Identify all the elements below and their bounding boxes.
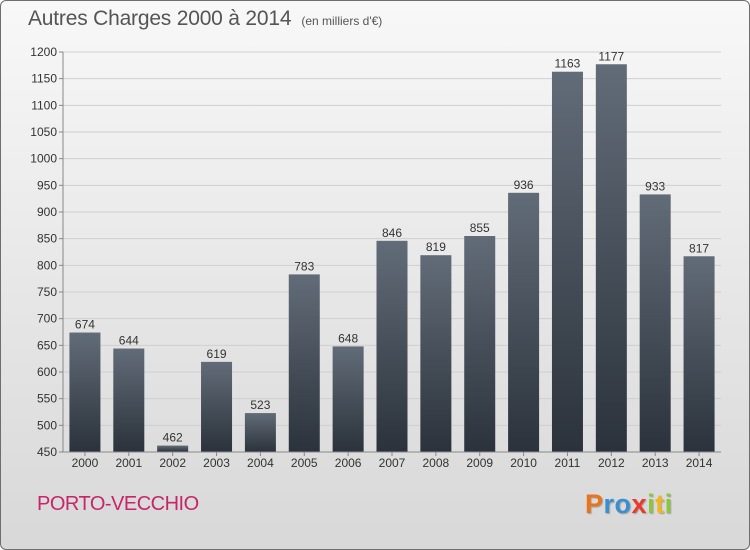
bar-value-label: 936 xyxy=(514,178,534,192)
y-tick-label: 1150 xyxy=(31,72,57,86)
x-tick-label: 2007 xyxy=(379,456,406,470)
x-tick-label: 2002 xyxy=(159,456,186,470)
bar-value-label: 783 xyxy=(294,259,314,273)
bar-value-label: 674 xyxy=(75,318,95,332)
bar-2007 xyxy=(376,240,408,452)
logo-letter: i xyxy=(664,489,673,519)
bar-value-label: 648 xyxy=(338,331,358,345)
y-tick-label: 500 xyxy=(37,418,57,432)
bar-2012 xyxy=(595,64,627,452)
bar-2009 xyxy=(464,236,496,452)
y-axis: 450 500 550 600 650 700 750 800 850 900 950 1000 105… xyxy=(30,45,64,459)
chart-title-text: Autres Charges 2000 à 2014 xyxy=(28,7,292,30)
bar-value-label: 855 xyxy=(470,221,490,235)
y-tick-label: 550 xyxy=(37,392,57,406)
bar-2014 xyxy=(683,256,715,452)
y-tick-label: 600 xyxy=(37,365,57,379)
x-tick-label: 2014 xyxy=(686,456,713,470)
bar-value-label: 933 xyxy=(645,179,665,193)
bar-2002 xyxy=(157,445,189,452)
y-tick-label: 450 xyxy=(37,445,57,459)
x-axis: 2000 2001 2002 2003 2004 2005 2006 2007 2008 2009… xyxy=(63,451,721,470)
bar-value-label: 846 xyxy=(382,226,402,240)
bars: 674 644 462 619 523 783 648 846 819 855 936 1163 117… xyxy=(69,49,715,453)
logo-letter: x xyxy=(631,489,648,519)
x-tick-label: 2005 xyxy=(291,456,318,470)
y-tick-label: 1050 xyxy=(30,125,57,139)
y-tick-label: 950 xyxy=(37,178,57,192)
chart-title: Autres Charges 2000 à 2014 (en milliers d… xyxy=(28,7,382,31)
bar-2008 xyxy=(420,255,452,452)
chart-unit: (en milliers d'€) xyxy=(301,14,383,28)
y-tick-label: 1000 xyxy=(30,152,57,166)
bar-value-label: 523 xyxy=(250,398,270,412)
x-tick-label: 2004 xyxy=(247,456,274,470)
logo-letter: P xyxy=(585,489,604,519)
x-tick-label: 2009 xyxy=(466,456,493,470)
bar-2006 xyxy=(332,346,364,452)
proxiti-logo[interactable]: Proxiti xyxy=(585,489,673,520)
y-tick-label: 900 xyxy=(37,205,57,219)
logo-letter: o xyxy=(614,489,632,519)
bar-value-label: 819 xyxy=(426,240,446,254)
city-name: PORTO-VECCHIO xyxy=(37,493,199,515)
bar-2003 xyxy=(201,361,233,452)
x-tick-label: 2001 xyxy=(115,456,142,470)
y-tick-label: 650 xyxy=(37,338,57,352)
bar-2001 xyxy=(113,348,145,452)
x-tick-label: 2010 xyxy=(510,456,537,470)
y-tick-label: 800 xyxy=(37,258,57,272)
bar-2013 xyxy=(639,194,671,452)
x-tick-label: 2012 xyxy=(598,456,625,470)
bar-2000 xyxy=(69,332,101,452)
y-tick-label: 1100 xyxy=(31,98,57,112)
x-tick-label: 2003 xyxy=(203,456,230,470)
bar-value-label: 462 xyxy=(163,431,183,445)
bar-value-label: 1177 xyxy=(598,49,624,63)
bar-value-label: 619 xyxy=(207,347,227,361)
logo-letter: r xyxy=(603,489,615,519)
x-tick-label: 2008 xyxy=(423,456,450,470)
y-tick-label: 850 xyxy=(37,232,57,246)
y-tick-label: 1200 xyxy=(30,45,57,59)
x-tick-label: 2011 xyxy=(555,456,581,470)
bar-2005 xyxy=(288,274,320,452)
bar-2011 xyxy=(551,71,583,452)
bar-value-label: 644 xyxy=(119,334,139,348)
bar-2004 xyxy=(244,413,276,452)
logo-letter: t xyxy=(655,489,665,519)
logo-letter: i xyxy=(647,489,656,519)
y-tick-label: 750 xyxy=(37,285,57,299)
bar-2010 xyxy=(508,192,540,453)
x-tick-label: 2013 xyxy=(642,456,669,470)
bar-value-label: 1163 xyxy=(555,57,581,71)
y-tick-label: 700 xyxy=(37,312,57,326)
bar-value-label: 817 xyxy=(689,241,709,255)
x-tick-label: 2006 xyxy=(335,456,362,470)
x-tick-label: 2000 xyxy=(72,456,99,470)
